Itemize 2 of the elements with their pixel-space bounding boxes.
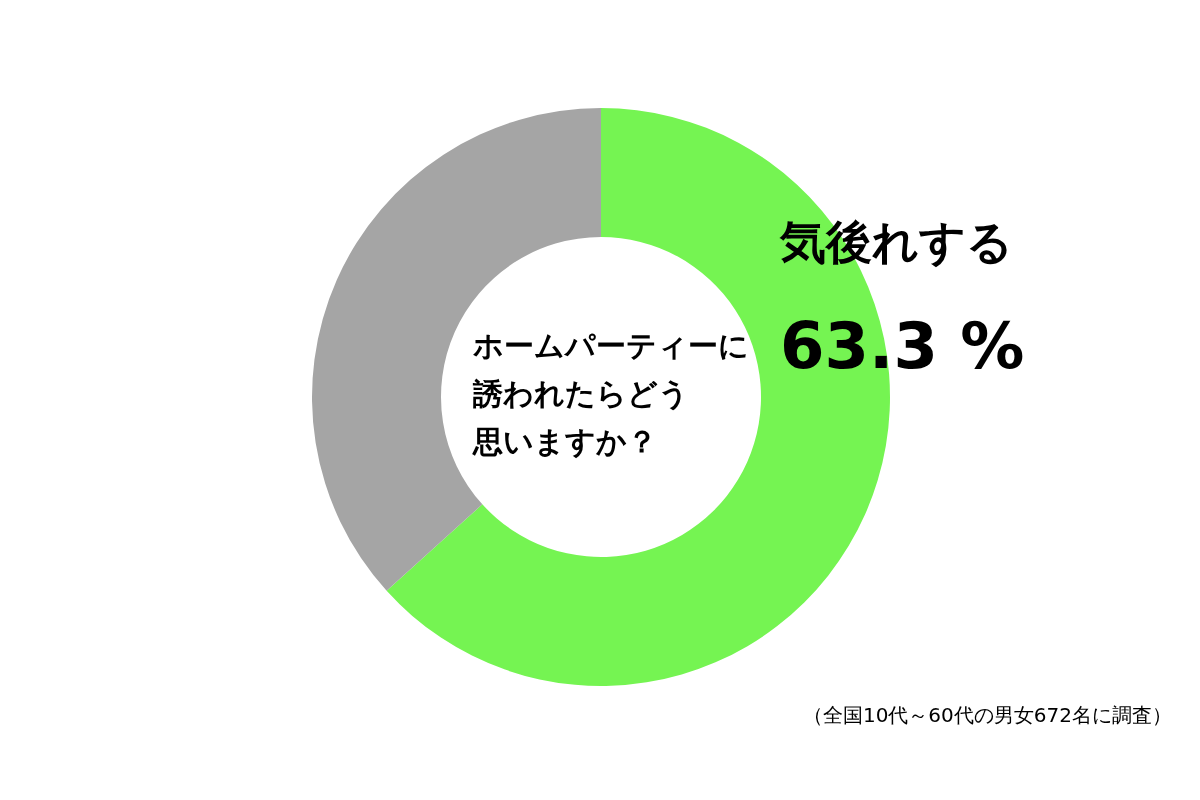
text: （全国10代～60代の男女672名に調査）	[802, 703, 1172, 727]
title: ホームパーティーに誘われたらどう思いますか？	[473, 327, 750, 461]
